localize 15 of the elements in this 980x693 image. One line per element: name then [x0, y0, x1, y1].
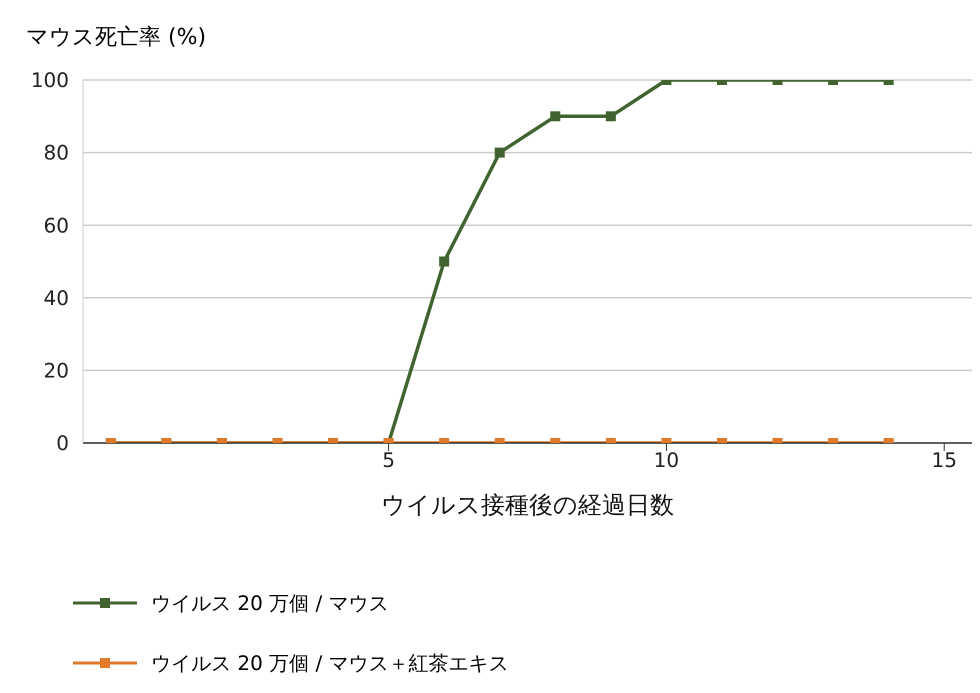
y-tick-label: 100	[30, 68, 69, 92]
y-tick-label: 60	[44, 213, 69, 238]
y-axis-title: マウス死亡率 (%)	[26, 24, 206, 52]
x-axis-title: ウイルス接種後の経過日数	[381, 491, 674, 519]
y-tick-label: 20	[44, 358, 69, 382]
point	[439, 256, 450, 266]
y-tick-label: 0	[56, 431, 69, 456]
y-tick-label: 80	[44, 140, 69, 165]
legend-label: ウイルス 20 万個 / マウス	[151, 590, 389, 616]
x-tick-label: 15	[931, 448, 957, 472]
x-tick-label: 5	[382, 448, 395, 472]
y-tick-label: 40	[44, 286, 69, 310]
legend-label: ウイルス 20 万個 / マウス＋紅茶エキス	[151, 650, 509, 676]
point	[494, 148, 505, 158]
x-tick-label: 10	[654, 448, 680, 472]
